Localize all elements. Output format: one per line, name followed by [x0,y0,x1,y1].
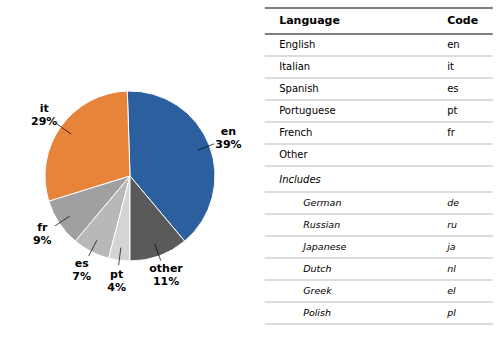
table-subcell: de [447,197,459,208]
table-rule [265,192,493,193]
table-cell: Portuguese [279,105,335,116]
table-cell: en [447,39,460,50]
table-rule [265,8,493,9]
table-subheader: Includes [279,174,321,185]
table-cell: fr [447,127,456,138]
table-cell: Other [279,149,308,160]
leader-line [55,216,70,226]
slice-label: en [221,125,236,138]
table-cell: Italian [279,61,310,72]
table-cell: pt [447,105,457,116]
table-subcell: ja [445,241,456,252]
slice-value-label: 29% [31,115,57,128]
table-cell: es [447,83,458,94]
pie-slice [109,176,130,261]
leader-line [89,240,97,256]
table-cell: English [279,39,315,50]
slice-label: pt [110,268,123,281]
leader-line [155,244,161,261]
table-rule [265,78,493,79]
table-header: Language [279,14,340,27]
table-subcell: Dutch [303,263,331,274]
table-rule [265,258,493,259]
table-rule [265,236,493,237]
table-cell: it [447,61,454,72]
table-subcell: Japanese [301,241,346,252]
leader-line [197,144,214,150]
table-header: Code [447,14,478,27]
slice-value-label: 4% [107,281,126,294]
slice-label: es [75,257,89,270]
slice-value-label: 11% [153,275,179,288]
table-rule [265,302,493,303]
pie: en39% it29% fr9% es7% pt4% other11% [31,91,242,294]
slice-label: fr [37,221,48,234]
pie-slice [130,176,185,261]
slice-value-label: 9% [33,234,52,247]
table-subcell: nl [447,263,456,274]
table-subcell: Polish [303,307,331,318]
table: Language Code English en Italian it Spanish es P… [265,8,493,324]
slice-label: other [149,262,183,275]
table-subcell: Russian [303,219,340,230]
table-cell: French [279,127,312,138]
leader-line [119,248,121,266]
table-subcell: pl [446,307,456,318]
table-subcell: el [447,285,456,296]
table-subcell: German [303,197,341,208]
table-subcell: ru [447,219,457,230]
table-rule [265,324,493,325]
table-rule [265,100,493,101]
table-rule [265,166,493,167]
table-subcell: Greek [303,285,332,296]
chart-root: en39%it29%fr9%es7%pt4%other11%LanguageCo… [0,0,500,352]
slice-value-label: 39% [215,138,241,151]
table-rule [265,122,493,123]
table-cell: Spanish [279,83,319,94]
table-rule [265,280,493,281]
leader-line [57,124,72,134]
table-rule [265,56,493,57]
slice-value-label: 7% [72,270,91,283]
table-rule [265,214,493,215]
table-rule [265,34,493,35]
slice-label: it [40,102,49,115]
table-rule [265,144,493,145]
